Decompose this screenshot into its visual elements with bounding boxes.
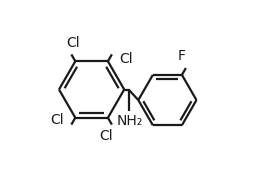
Text: F: F xyxy=(178,49,186,63)
Text: Cl: Cl xyxy=(119,52,133,66)
Text: Cl: Cl xyxy=(51,113,64,127)
Text: Cl: Cl xyxy=(99,129,113,143)
Text: Cl: Cl xyxy=(66,36,80,50)
Text: NH₂: NH₂ xyxy=(116,114,143,128)
